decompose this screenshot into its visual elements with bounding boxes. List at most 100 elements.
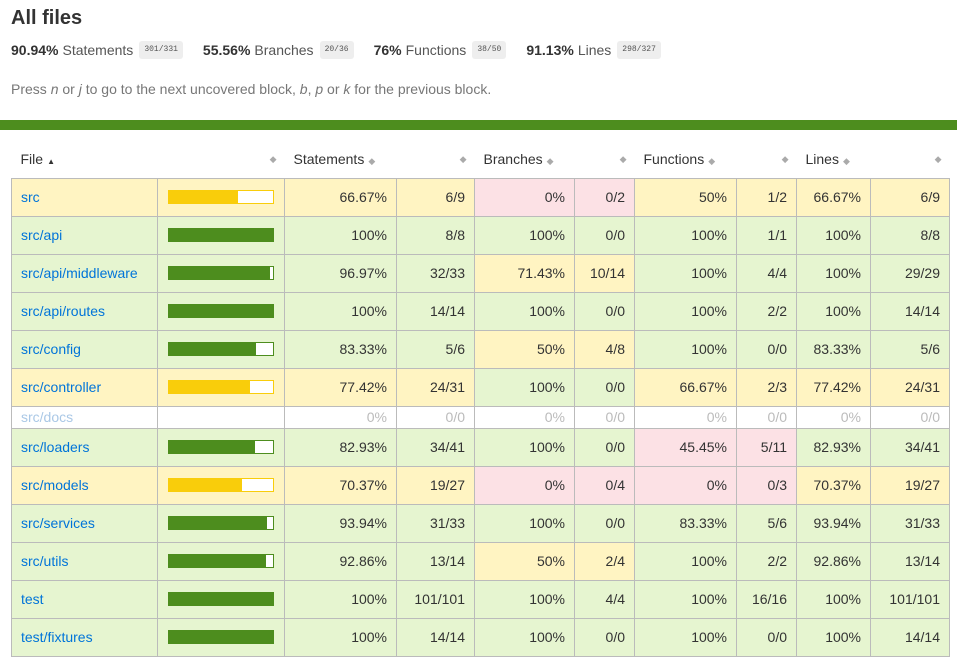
lines-pct: 93.94%: [796, 503, 871, 543]
sort-icon: ◆: [269, 154, 277, 164]
functions-fraction: 0/0: [736, 329, 797, 369]
branches-pct: 100%: [474, 427, 575, 467]
sort-branches[interactable]: Branches ◆: [475, 140, 575, 178]
file-link[interactable]: src/models: [21, 477, 89, 493]
lines-fraction: 24/31: [870, 367, 950, 407]
branches-pct: 71.43%: [474, 253, 575, 293]
file-link[interactable]: src: [21, 189, 40, 205]
coverage-bar: [168, 380, 274, 394]
branches-fraction: 2/4: [574, 541, 635, 581]
coverage-bar: [168, 266, 274, 280]
functions-pct: 0%: [634, 405, 737, 429]
branches-fraction: 0/0: [574, 215, 635, 255]
lines-pct: 100%: [796, 579, 871, 619]
sort-icon: ◆: [459, 154, 467, 164]
lines-pct: 100%: [796, 291, 871, 331]
file-cell: test/fixtures: [11, 617, 158, 657]
functions-pct: 0%: [634, 465, 737, 505]
branches-pct: 0%: [474, 465, 575, 505]
lines-fraction: 5/6: [870, 329, 950, 369]
sort-icon: ◆: [708, 155, 716, 166]
functions-fraction: 2/3: [736, 367, 797, 407]
statements-pct: 100%: [284, 579, 397, 619]
statements-fraction: 19/27: [396, 465, 475, 505]
column-label: Lines: [805, 150, 839, 167]
hint-text: Press: [11, 81, 51, 97]
sort-lines-raw[interactable]: ◆: [871, 140, 950, 178]
keyboard-hint: Press n or j to go to the next uncovered…: [11, 81, 946, 99]
summary-pct: 91.13%: [526, 42, 574, 58]
file-cell: src/api/middleware: [11, 253, 158, 293]
summary-statements: 90.94% Statements 301/331: [11, 41, 183, 59]
branches-fraction: 4/4: [574, 579, 635, 619]
bar-cell: [157, 291, 285, 331]
lines-pct: 100%: [796, 215, 871, 255]
summary-label: Branches: [254, 42, 314, 58]
coverage-bar: [168, 630, 274, 644]
lines-fraction: 8/8: [870, 215, 950, 255]
table-row: src/utils 92.86% 13/14 50% 2/4 100% 2/2 92.86% 1…: [11, 541, 950, 581]
column-label: Statements: [293, 150, 365, 167]
sort-file[interactable]: File ▲: [12, 140, 158, 178]
page-title: All files: [11, 7, 83, 29]
statements-pct: 93.94%: [284, 503, 397, 543]
coverage-bar-fill: [169, 343, 256, 355]
sort-statements[interactable]: Statements ◆: [285, 140, 397, 178]
file-link[interactable]: src/api: [21, 227, 63, 243]
file-cell: test: [11, 579, 158, 619]
table-row: src/services 93.94% 31/33 100% 0/0 83.33% 5/6 9…: [11, 503, 950, 543]
branches-pct: 100%: [474, 367, 575, 407]
branches-pct: 0%: [474, 405, 575, 429]
hint-text: ,: [307, 81, 316, 97]
sort-functions-raw[interactable]: ◆: [737, 140, 797, 178]
hint-text: or: [58, 81, 79, 97]
lines-pct: 92.86%: [796, 541, 871, 581]
branches-fraction: 0/4: [574, 465, 635, 505]
lines-fraction: 13/14: [870, 541, 950, 581]
statements-fraction: 8/8: [396, 215, 475, 255]
sort-branches-raw[interactable]: ◆: [575, 140, 635, 178]
file-link[interactable]: src/controller: [21, 379, 102, 395]
coverage-table: File ▲ ◆ Statements ◆ ◆ Branches ◆ ◆ Functi…: [11, 140, 950, 657]
file-link[interactable]: src/docs: [21, 409, 74, 425]
branches-pct: 100%: [474, 617, 575, 657]
file-link[interactable]: src/services: [21, 515, 95, 531]
statements-pct: 100%: [284, 617, 397, 657]
sort-icon: ◆: [781, 154, 789, 164]
lines-pct: 82.93%: [796, 427, 871, 467]
sort-statements-raw[interactable]: ◆: [397, 140, 475, 178]
file-link[interactable]: src/utils: [21, 553, 69, 569]
file-link[interactable]: src/api/middleware: [21, 265, 138, 281]
sort-icon: ◆: [934, 154, 942, 164]
coverage-bar-fill: [169, 593, 273, 605]
statements-pct: 66.67%: [284, 177, 397, 217]
file-link[interactable]: test/fixtures: [21, 629, 93, 645]
statements-fraction: 14/14: [396, 291, 475, 331]
hint-key: n: [50, 81, 59, 97]
statements-pct: 0%: [284, 405, 397, 429]
lines-pct: 70.37%: [796, 465, 871, 505]
lines-fraction: 34/41: [870, 427, 950, 467]
sort-file-bar[interactable]: ◆: [158, 140, 285, 178]
file-cell: src/docs: [11, 405, 158, 429]
file-link[interactable]: test: [21, 591, 44, 607]
bar-cell: [157, 329, 285, 369]
coverage-bar-fill: [169, 555, 266, 567]
file-link[interactable]: src/api/routes: [21, 303, 106, 319]
statements-fraction: 0/0: [396, 405, 475, 429]
branches-fraction: 0/0: [574, 291, 635, 331]
table-row: test 100% 101/101 100% 4/4 100% 16/16 100% 101/1…: [11, 579, 950, 619]
coverage-bar-fill: [169, 267, 270, 279]
summary-label: Functions: [405, 42, 467, 58]
lines-pct: 77.42%: [796, 367, 871, 407]
file-link[interactable]: src/loaders: [21, 439, 90, 455]
statements-fraction: 6/9: [396, 177, 475, 217]
summary-pct: 55.56%: [202, 42, 251, 58]
coverage-bar-fill: [169, 479, 243, 491]
sort-lines[interactable]: Lines ◆: [797, 140, 871, 178]
sort-functions[interactable]: Functions ◆: [635, 140, 737, 178]
table-body: src 66.67% 6/9 0% 0/2 50% 1/2 66.67% 6/9 src/api 1…: [11, 177, 950, 657]
file-link[interactable]: src/config: [21, 341, 81, 357]
statements-pct: 100%: [284, 215, 397, 255]
statements-fraction: 5/6: [396, 329, 475, 369]
